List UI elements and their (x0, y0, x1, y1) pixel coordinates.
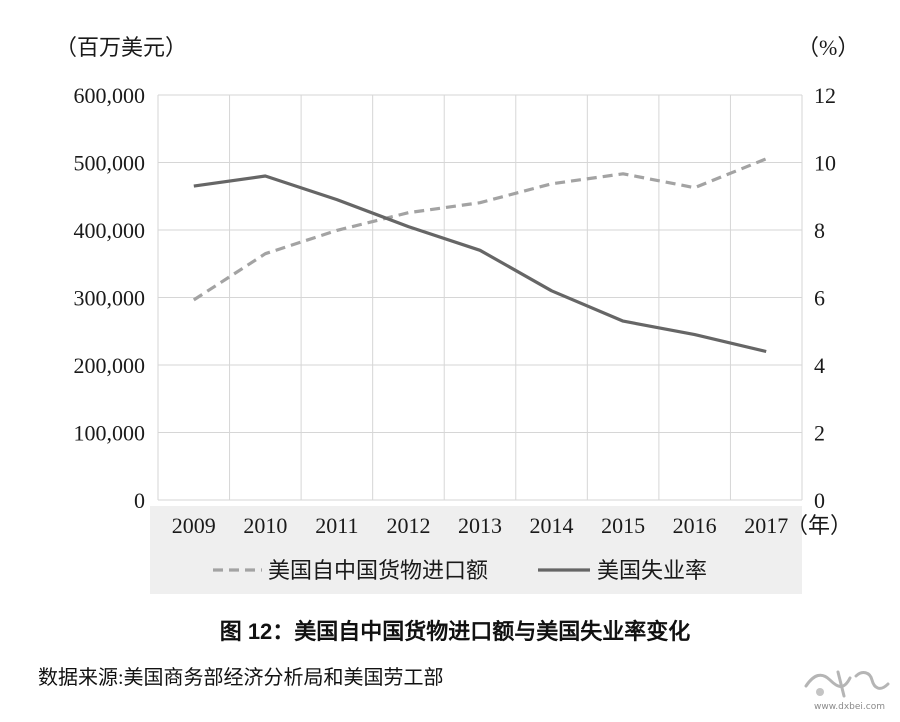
x-tick-label: 2015 (601, 513, 645, 538)
left-tick-label: 600,000 (74, 83, 146, 108)
legend: 美国自中国货物进口额 美国失业率 (213, 558, 707, 583)
legend-label-imports: 美国自中国货物进口额 (268, 558, 488, 583)
left-axis-ticks: 0 100,000 200,000 300,000 400,000 500,000 600,… (74, 83, 146, 513)
series-line-2 (193, 174, 767, 354)
data-source-note: 数据来源:美国商务部经济分析局和美国劳工部 (38, 667, 444, 689)
legend-label-unemployment: 美国失业率 (597, 558, 707, 583)
left-tick-label: 100,000 (74, 421, 146, 446)
x-tick-label: 2012 (386, 513, 430, 538)
x-tick-label: 2013 (458, 513, 502, 538)
right-tick-label: 6 (814, 286, 825, 311)
right-tick-label: 0 (814, 488, 825, 513)
right-tick-label: 2 (814, 421, 825, 446)
series-line-1 (192, 157, 767, 302)
right-tick-label: 10 (814, 151, 836, 176)
x-tick-label: 2011 (315, 513, 358, 538)
x-tick-label: 2014 (530, 513, 574, 538)
left-tick-label: 400,000 (74, 218, 146, 243)
left-tick-label: 300,000 (74, 286, 146, 311)
gridlines (157, 94, 803, 501)
left-axis-unit: （百万美元） (55, 35, 187, 60)
right-tick-label: 8 (814, 218, 825, 243)
x-tick-label: 2009 (172, 513, 216, 538)
x-axis-unit: （年） (786, 513, 852, 538)
series-lines (192, 157, 767, 354)
x-tick-label: 2017 (744, 513, 788, 538)
left-tick-label: 200,000 (74, 353, 146, 378)
figure-caption: 图 12：美国自中国货物进口额与美国失业率变化 (219, 619, 691, 644)
watermark-brush-icon (804, 670, 890, 698)
right-tick-label: 12 (814, 83, 836, 108)
dual-axis-line-chart: 0 100,000 200,000 300,000 400,000 500,000 600,… (55, 35, 859, 594)
right-tick-label: 4 (814, 353, 825, 378)
x-tick-label: 2016 (673, 513, 717, 538)
legend-band (150, 506, 802, 594)
x-tick-label: 2010 (243, 513, 287, 538)
right-axis-unit: （%） (797, 35, 859, 60)
right-axis-ticks: 0 2 4 6 8 10 12 (814, 83, 836, 513)
x-axis-ticks: 2009 2010 2011 2012 2013 2014 2015 2016 2017 (172, 513, 788, 538)
left-tick-label: 500,000 (74, 151, 146, 176)
watermark-logo: www.dxbei.com (800, 666, 892, 716)
left-tick-label: 0 (134, 488, 145, 513)
watermark-url: www.dxbei.com (814, 702, 885, 712)
